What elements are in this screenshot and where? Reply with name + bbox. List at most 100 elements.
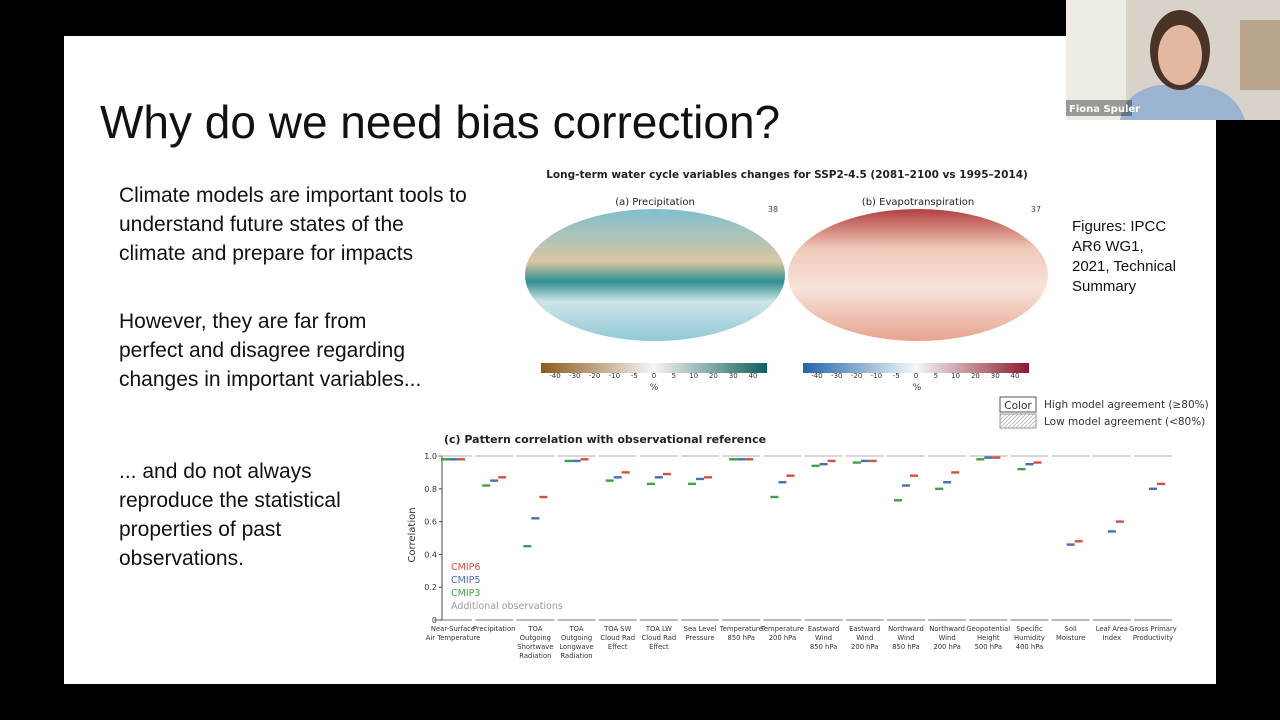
x-tick-label: Northward bbox=[888, 625, 924, 633]
x-tick-label: 500 hPa bbox=[975, 643, 1002, 651]
mean-marker bbox=[729, 458, 738, 461]
colorbar-tick: 40 bbox=[749, 372, 758, 380]
paragraph-line: perfect and disagree regarding bbox=[119, 339, 405, 362]
mean-marker bbox=[1025, 463, 1034, 466]
x-tick-label: 850 hPa bbox=[810, 643, 837, 651]
x-tick-label: Leaf Area bbox=[1096, 625, 1128, 633]
legend-label: Low model agreement (<80%) bbox=[1044, 416, 1205, 428]
x-tick-label: 200 hPa bbox=[933, 643, 960, 651]
figure-credit: AR6 WG1, bbox=[1072, 238, 1144, 255]
x-tick-label: Radiation bbox=[560, 652, 592, 660]
mean-marker bbox=[778, 481, 787, 484]
x-tick-label: Precipitation bbox=[473, 625, 515, 633]
slide-title: Why do we need bias correction? bbox=[100, 96, 780, 148]
paragraph-line: However, they are far from bbox=[119, 310, 366, 333]
x-tick-label: Wind bbox=[856, 634, 873, 642]
x-tick-label: Radiation bbox=[519, 652, 551, 660]
x-tick-label: Height bbox=[977, 634, 1000, 642]
mean-marker bbox=[523, 545, 532, 548]
colorbar-tick: -30 bbox=[569, 372, 580, 380]
mean-marker bbox=[909, 474, 918, 477]
mean-marker bbox=[1017, 467, 1026, 471]
colorbar-tick: -40 bbox=[549, 372, 560, 380]
paragraph-line: observations. bbox=[119, 547, 244, 570]
mean-marker bbox=[498, 476, 507, 479]
mean-marker bbox=[482, 484, 491, 487]
mean-marker bbox=[1149, 487, 1157, 490]
paragraph-line: ... and do not always bbox=[119, 460, 312, 483]
colorbar-tick: 10 bbox=[689, 372, 698, 380]
mean-marker bbox=[852, 461, 861, 464]
x-tick-label: Humidity bbox=[1014, 634, 1045, 642]
mean-marker bbox=[654, 476, 663, 479]
mean-marker bbox=[696, 477, 705, 481]
x-tick-label: Gross Primary bbox=[1129, 625, 1177, 633]
x-tick-label: Soil bbox=[1065, 625, 1077, 633]
mean-marker bbox=[827, 459, 836, 463]
mean-marker bbox=[662, 472, 671, 476]
mean-marker bbox=[580, 458, 589, 461]
mean-marker bbox=[688, 482, 697, 486]
colorbar-tick: 10 bbox=[951, 372, 960, 380]
mean-marker bbox=[951, 471, 960, 474]
panel-label: (a) Precipitation bbox=[615, 197, 695, 208]
legend-box bbox=[999, 396, 1037, 413]
mean-marker bbox=[646, 482, 655, 486]
precip-map bbox=[525, 209, 785, 341]
mean-marker bbox=[811, 464, 820, 468]
mean-marker bbox=[1115, 520, 1124, 523]
x-tick-label: Outgoing bbox=[561, 634, 592, 642]
mean-marker bbox=[786, 474, 795, 477]
mean-marker bbox=[1066, 543, 1075, 546]
x-tick-label: Moisture bbox=[1056, 634, 1085, 642]
x-tick-label: Cloud Rad bbox=[600, 634, 635, 642]
colorbar-tick: -5 bbox=[631, 372, 638, 380]
paragraph-line: changes in important variables... bbox=[119, 368, 421, 391]
x-tick-label: 200 hPa bbox=[769, 634, 796, 642]
x-tick-label: Cloud Rad bbox=[642, 634, 677, 642]
x-tick-label: Sea Level bbox=[684, 625, 717, 633]
x-tick-label: 400 hPa bbox=[1016, 643, 1043, 651]
panel-count: 37 bbox=[1031, 205, 1041, 214]
x-tick-label: Wind bbox=[815, 634, 832, 642]
x-tick-label: Wind bbox=[939, 634, 956, 642]
paragraph-line: Climate models are important tools to bbox=[119, 184, 467, 207]
evap-map bbox=[788, 209, 1048, 341]
mean-marker bbox=[745, 458, 754, 461]
mean-marker bbox=[572, 459, 581, 463]
mean-marker bbox=[621, 471, 630, 474]
x-tick-label: Temperature bbox=[760, 625, 804, 633]
panel-count: 38 bbox=[768, 205, 778, 214]
legend-box bbox=[999, 413, 1037, 429]
paragraph-line: properties of past bbox=[119, 518, 281, 541]
x-tick-label: TOA bbox=[569, 625, 584, 633]
colorbar-tick: 30 bbox=[991, 372, 1000, 380]
figure-credit: Figures: IPCC bbox=[1072, 218, 1166, 235]
mean-marker bbox=[935, 487, 944, 490]
x-tick-label: Index bbox=[1102, 634, 1121, 642]
paragraph-line: climate and prepare for impacts bbox=[119, 242, 413, 265]
colorbar bbox=[803, 363, 1029, 373]
mean-marker bbox=[490, 479, 499, 482]
y-tick-label: 0.8 bbox=[424, 485, 437, 494]
x-tick-label: TOA LW bbox=[645, 625, 672, 633]
x-tick-label: 200 hPa bbox=[851, 643, 878, 651]
paragraph-line: reproduce the statistical bbox=[119, 489, 341, 512]
x-tick-label: Near-Surface bbox=[431, 625, 475, 633]
colorbar-tick: -30 bbox=[831, 372, 842, 380]
x-tick-label: Air Temperature bbox=[426, 634, 481, 642]
legend-label: Color bbox=[1004, 400, 1032, 412]
colorbar-tick: -20 bbox=[589, 372, 600, 380]
figure-credit: Summary bbox=[1072, 278, 1137, 295]
legend-label: CMIP3 bbox=[451, 588, 480, 599]
mean-marker bbox=[893, 499, 902, 502]
mean-marker bbox=[564, 459, 573, 463]
y-tick-label: 0.2 bbox=[424, 583, 437, 592]
mean-marker bbox=[457, 458, 465, 461]
x-tick-label: Temperature bbox=[719, 625, 763, 633]
webcam: Fiona Spuler bbox=[1066, 0, 1280, 120]
colorbar bbox=[541, 363, 767, 373]
colorbar-tick: 5 bbox=[934, 372, 938, 380]
mean-marker bbox=[613, 476, 622, 479]
